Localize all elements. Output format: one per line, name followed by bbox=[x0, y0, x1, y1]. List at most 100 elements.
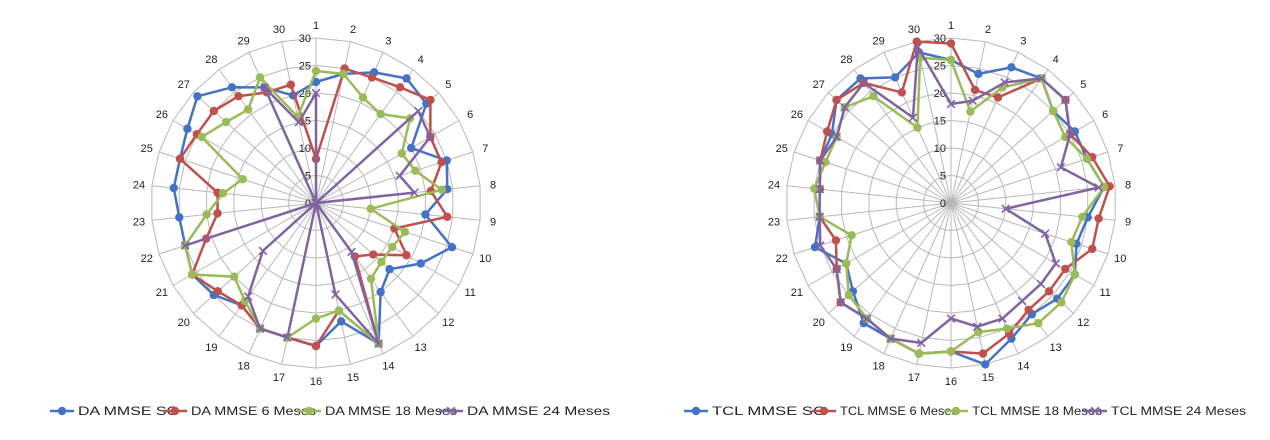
data-point bbox=[815, 241, 825, 250]
data-point bbox=[311, 314, 321, 323]
data-point bbox=[425, 132, 435, 142]
data-point bbox=[908, 113, 918, 122]
data-point bbox=[914, 349, 924, 358]
legend-label: TCL MMSE 6 Meses bbox=[840, 406, 958, 418]
grid-spoke bbox=[950, 41, 986, 204]
grid-spoke bbox=[950, 185, 1116, 204]
data-point bbox=[234, 92, 243, 101]
category-label: 5 bbox=[445, 79, 451, 91]
data-point bbox=[311, 341, 321, 351]
data-point bbox=[437, 185, 447, 194]
data-point bbox=[260, 83, 269, 92]
data-point bbox=[946, 347, 956, 356]
data-point bbox=[311, 77, 321, 87]
category-label: 25 bbox=[141, 143, 153, 155]
category-label: 15 bbox=[347, 372, 359, 384]
category-label: 30 bbox=[908, 24, 920, 36]
category-label: 14 bbox=[382, 361, 394, 373]
data-point bbox=[180, 241, 190, 250]
data-point bbox=[946, 314, 956, 323]
data-point bbox=[221, 117, 231, 127]
data-point bbox=[1037, 74, 1046, 83]
data-point bbox=[998, 314, 1007, 323]
data-point bbox=[966, 107, 975, 116]
data-point bbox=[213, 209, 222, 218]
category-label: 23 bbox=[768, 217, 780, 229]
category-label: 14 bbox=[1017, 361, 1029, 373]
data-point bbox=[1061, 95, 1070, 105]
category-label: 11 bbox=[1099, 287, 1110, 299]
grid-spoke bbox=[950, 202, 1095, 286]
data-point bbox=[815, 212, 825, 222]
radial-tick-label: 0 bbox=[305, 198, 311, 210]
data-point bbox=[1017, 296, 1027, 306]
series-4 bbox=[180, 83, 435, 349]
category-label: 9 bbox=[1125, 217, 1131, 229]
data-point bbox=[227, 83, 237, 92]
data-point bbox=[374, 339, 384, 349]
data-point bbox=[358, 93, 368, 102]
data-point bbox=[447, 242, 457, 252]
data-point bbox=[847, 231, 856, 240]
radial-tick-label: 5 bbox=[940, 171, 946, 183]
legend-marker bbox=[951, 406, 961, 416]
data-point bbox=[1088, 244, 1097, 254]
category-label: 15 bbox=[982, 372, 994, 384]
category-label: 23 bbox=[133, 217, 145, 229]
data-point bbox=[230, 272, 239, 281]
data-point bbox=[411, 166, 420, 175]
data-point bbox=[294, 117, 304, 127]
radial-tick-label: 30 bbox=[299, 33, 311, 45]
legend-item: TCL MMSE 6 Meses bbox=[812, 406, 958, 418]
data-point bbox=[842, 259, 851, 268]
data-point bbox=[1002, 324, 1012, 333]
data-point bbox=[197, 132, 206, 142]
legend-label: TCL MMSE 24 Meses bbox=[1111, 406, 1246, 418]
data-point bbox=[369, 250, 378, 259]
data-point bbox=[258, 246, 268, 256]
category-label: 19 bbox=[205, 342, 217, 354]
data-point bbox=[395, 171, 405, 181]
legend-item: DA MMSE 6 Meses bbox=[163, 406, 316, 418]
category-label: 3 bbox=[385, 35, 391, 47]
data-point bbox=[844, 290, 854, 300]
data-point bbox=[1094, 214, 1103, 223]
legend-label: TCL MMSE 18 Meses bbox=[972, 406, 1102, 418]
category-label: 21 bbox=[156, 287, 168, 299]
data-point bbox=[366, 274, 376, 283]
data-point bbox=[286, 80, 296, 89]
data-point bbox=[240, 296, 250, 306]
data-point bbox=[1040, 229, 1050, 238]
data-point bbox=[1061, 264, 1070, 274]
data-point bbox=[416, 259, 425, 268]
legend-item: TCL MMSE 18 Meses bbox=[944, 406, 1102, 418]
radial-tick-label: 10 bbox=[299, 143, 311, 155]
grid-spoke bbox=[916, 41, 952, 204]
category-label: 1 bbox=[313, 20, 319, 32]
grid-spoke bbox=[315, 202, 460, 286]
category-label: 28 bbox=[840, 54, 852, 66]
data-point bbox=[886, 334, 895, 344]
data-point bbox=[916, 338, 926, 348]
data-point bbox=[822, 127, 832, 136]
category-label: 4 bbox=[418, 54, 424, 66]
category-label: 29 bbox=[872, 35, 884, 47]
category-label: 1 bbox=[948, 20, 954, 32]
grid-spoke bbox=[315, 120, 460, 204]
data-point bbox=[169, 183, 178, 193]
grid-spoke bbox=[786, 202, 952, 221]
data-point bbox=[815, 156, 825, 165]
data-point bbox=[395, 83, 405, 92]
grid-spoke bbox=[315, 202, 481, 221]
legend-label: TCL MMSE SC bbox=[712, 406, 825, 418]
data-point bbox=[243, 292, 253, 301]
grid-spoke bbox=[950, 69, 1049, 204]
category-label: 19 bbox=[840, 342, 852, 354]
data-point bbox=[1007, 63, 1016, 72]
legend-label: DA MMSE 6 Meses bbox=[191, 406, 316, 418]
category-label: 16 bbox=[945, 376, 957, 388]
data-point bbox=[400, 227, 410, 237]
grid-spoke bbox=[950, 202, 986, 365]
data-point bbox=[1044, 287, 1054, 296]
